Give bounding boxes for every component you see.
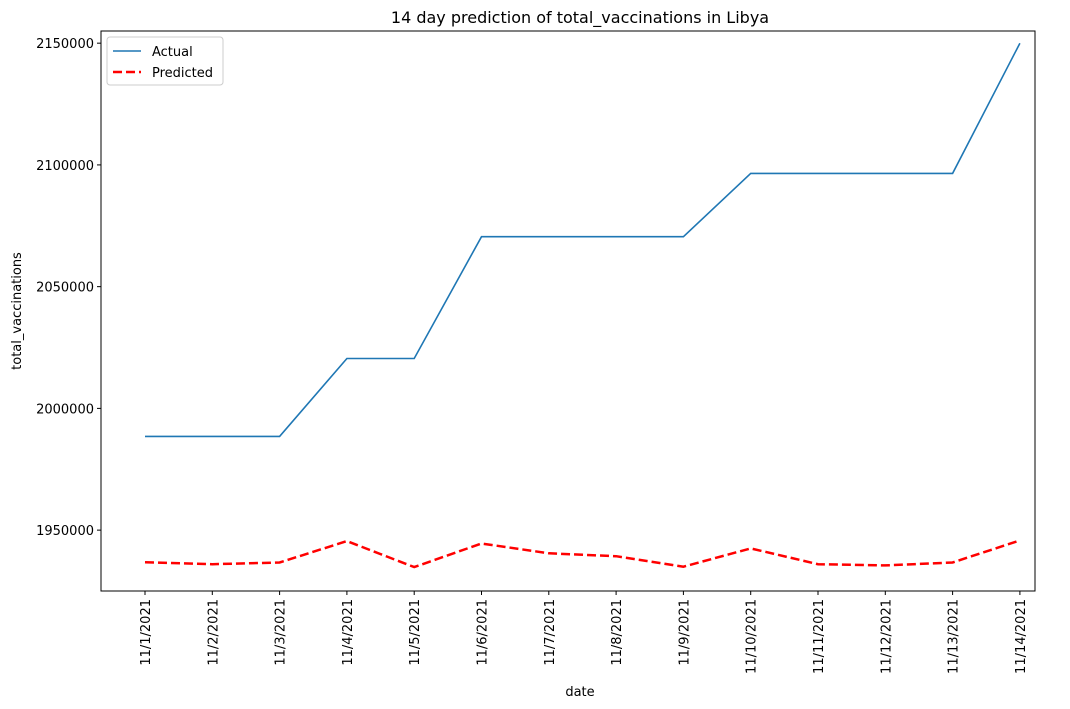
- x-tick-label: 11/11/2021: [812, 599, 827, 674]
- legend-box: [106, 36, 224, 86]
- series-layer: [144, 42, 1021, 569]
- y-axis-label: total_vaccinations: [10, 252, 25, 370]
- series-line-predicted: [144, 539, 1021, 569]
- x-axis-label: date: [565, 685, 594, 700]
- y-axis: 1950000 2000000 2050000 2100000 2150000: [36, 37, 101, 539]
- plot-area: [100, 30, 1036, 592]
- x-tick-label: 11/12/2021: [879, 599, 894, 674]
- x-tick-label: 11/10/2021: [745, 599, 760, 674]
- x-tick-label: 11/4/2021: [341, 599, 356, 666]
- x-tick-label: 11/2/2021: [206, 599, 221, 666]
- y-tick-label: 2150000: [36, 37, 94, 52]
- legend-label-actual: Actual: [152, 45, 193, 60]
- y-tick-label: 2050000: [36, 281, 94, 296]
- x-tick-label: 11/9/2021: [677, 599, 692, 666]
- y-tick-label: 2000000: [36, 402, 94, 417]
- x-tick-label: 11/7/2021: [543, 599, 558, 666]
- x-axis: 11/1/2021 11/2/2021 11/3/2021 11/4/2021 11/5…: [139, 591, 1029, 674]
- x-tick-label: 11/1/2021: [139, 599, 154, 666]
- x-tick-label: 11/13/2021: [947, 599, 962, 674]
- legend-label-predicted: Predicted: [152, 66, 213, 81]
- y-tick-label: 1950000: [36, 524, 94, 539]
- legend: Actual Predicted: [106, 36, 224, 86]
- y-tick-label: 2100000: [36, 159, 94, 174]
- x-tick-label: 11/5/2021: [408, 599, 423, 666]
- x-tick-label: 11/14/2021: [1014, 599, 1029, 674]
- series-line-actual: [145, 42, 1021, 438]
- x-tick-label: 11/8/2021: [610, 599, 625, 666]
- chart-title: 14 day prediction of total_vaccinations …: [391, 8, 769, 28]
- x-tick-label: 11/3/2021: [274, 599, 289, 666]
- x-tick-label: 11/6/2021: [476, 599, 491, 666]
